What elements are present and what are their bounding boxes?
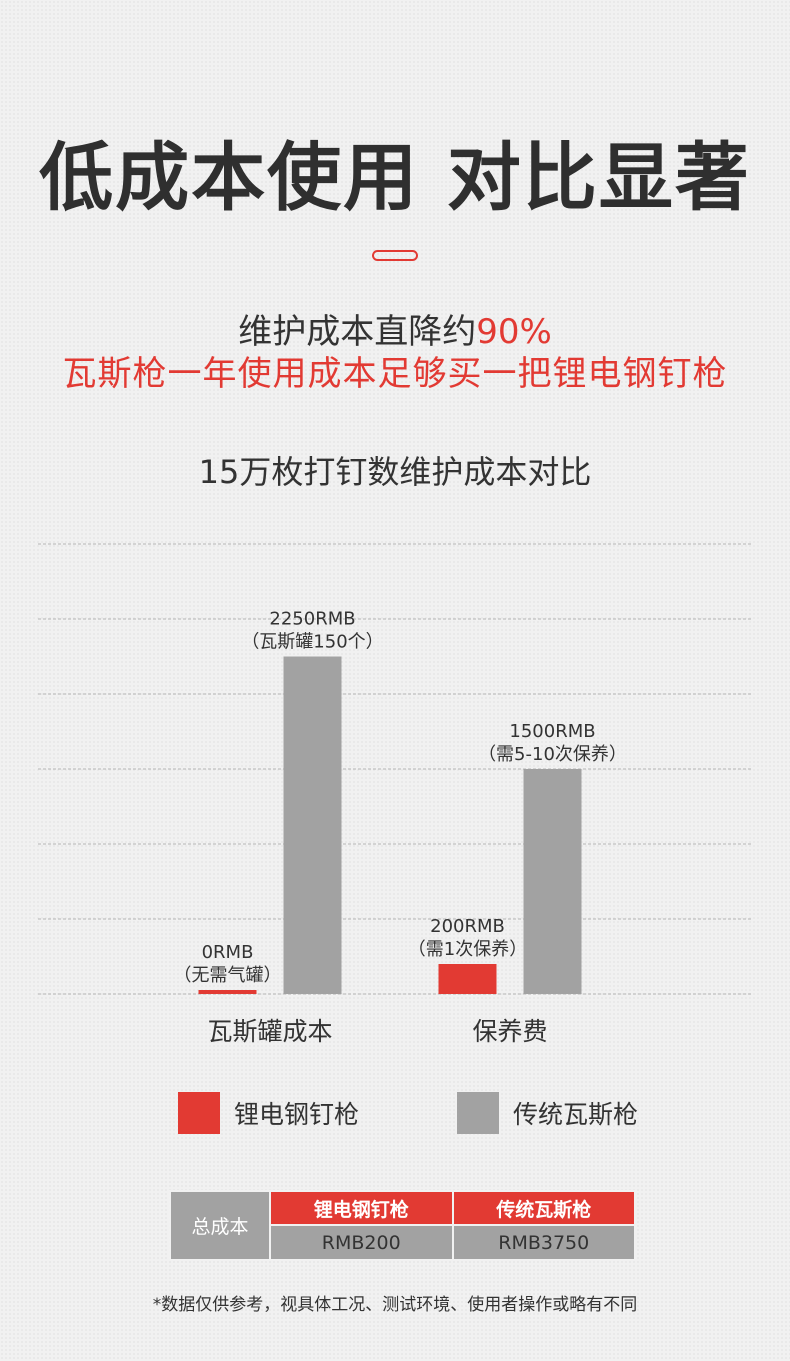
footnote: *数据仅供参考，视具体工况、测试环境、使用者操作或略有不同 — [152, 1295, 638, 1315]
data-label-note-0-0: （无需气罐） — [174, 965, 282, 986]
data-label-value-0-0: 0RMB — [202, 942, 254, 963]
bar-1-1 — [523, 769, 582, 994]
data-label-value-1-1: 1500RMB — [509, 721, 595, 742]
data-label-note-1-1: （需5-10次保养） — [478, 744, 627, 765]
subtitle-line-1: 维护成本直降约90% — [0, 304, 790, 353]
bar-0-1 — [438, 964, 497, 994]
chart-title: 15万枚打钉数维护成本对比 — [198, 453, 592, 491]
subtitle-accent: 90% — [476, 312, 552, 352]
page-title: 低成本使用 对比显著 — [39, 135, 751, 221]
data-label-value-0-1: 200RMB — [430, 916, 505, 937]
subtitle-line-2: 瓦斯枪一年使用成本足够买一把锂电钢钉枪 — [62, 354, 728, 394]
legend-item-gas: 传统瓦斯枪 — [457, 1092, 638, 1134]
legend-label-gas: 传统瓦斯枪 — [513, 1100, 639, 1129]
cost-table-value-lithium: RMB200 — [269, 1224, 454, 1261]
legend-label-lithium: 锂电钢钉枪 — [234, 1100, 360, 1129]
cost-table: 总成本 锂电钢钉枪 传统瓦斯枪 RMB200 RMB3750 — [169, 1190, 636, 1261]
legend-swatch-gas — [457, 1092, 499, 1134]
data-label-value-1-0: 2250RMB — [269, 609, 355, 630]
data-label-note-1-0: （瓦斯罐150个） — [241, 632, 383, 653]
legend-swatch-lithium — [178, 1092, 220, 1134]
bar-1-0 — [283, 656, 342, 994]
bar-0-0 — [198, 990, 257, 994]
cost-table-row-header: 总成本 — [169, 1190, 271, 1261]
data-label-note-0-1: （需1次保养） — [408, 939, 527, 960]
cost-table-value-gas: RMB3750 — [451, 1224, 636, 1261]
decorative-divider — [372, 250, 418, 261]
category-label-1: 保养费 — [472, 1017, 547, 1046]
category-label-0: 瓦斯罐成本 — [207, 1017, 332, 1046]
legend-item-lithium: 锂电钢钉枪 — [178, 1092, 359, 1134]
cost-table-col-gas: 传统瓦斯枪 — [451, 1190, 636, 1226]
subtitle-prefix: 维护成本直降约 — [238, 312, 477, 352]
cost-table-col-lithium: 锂电钢钉枪 — [269, 1190, 454, 1226]
